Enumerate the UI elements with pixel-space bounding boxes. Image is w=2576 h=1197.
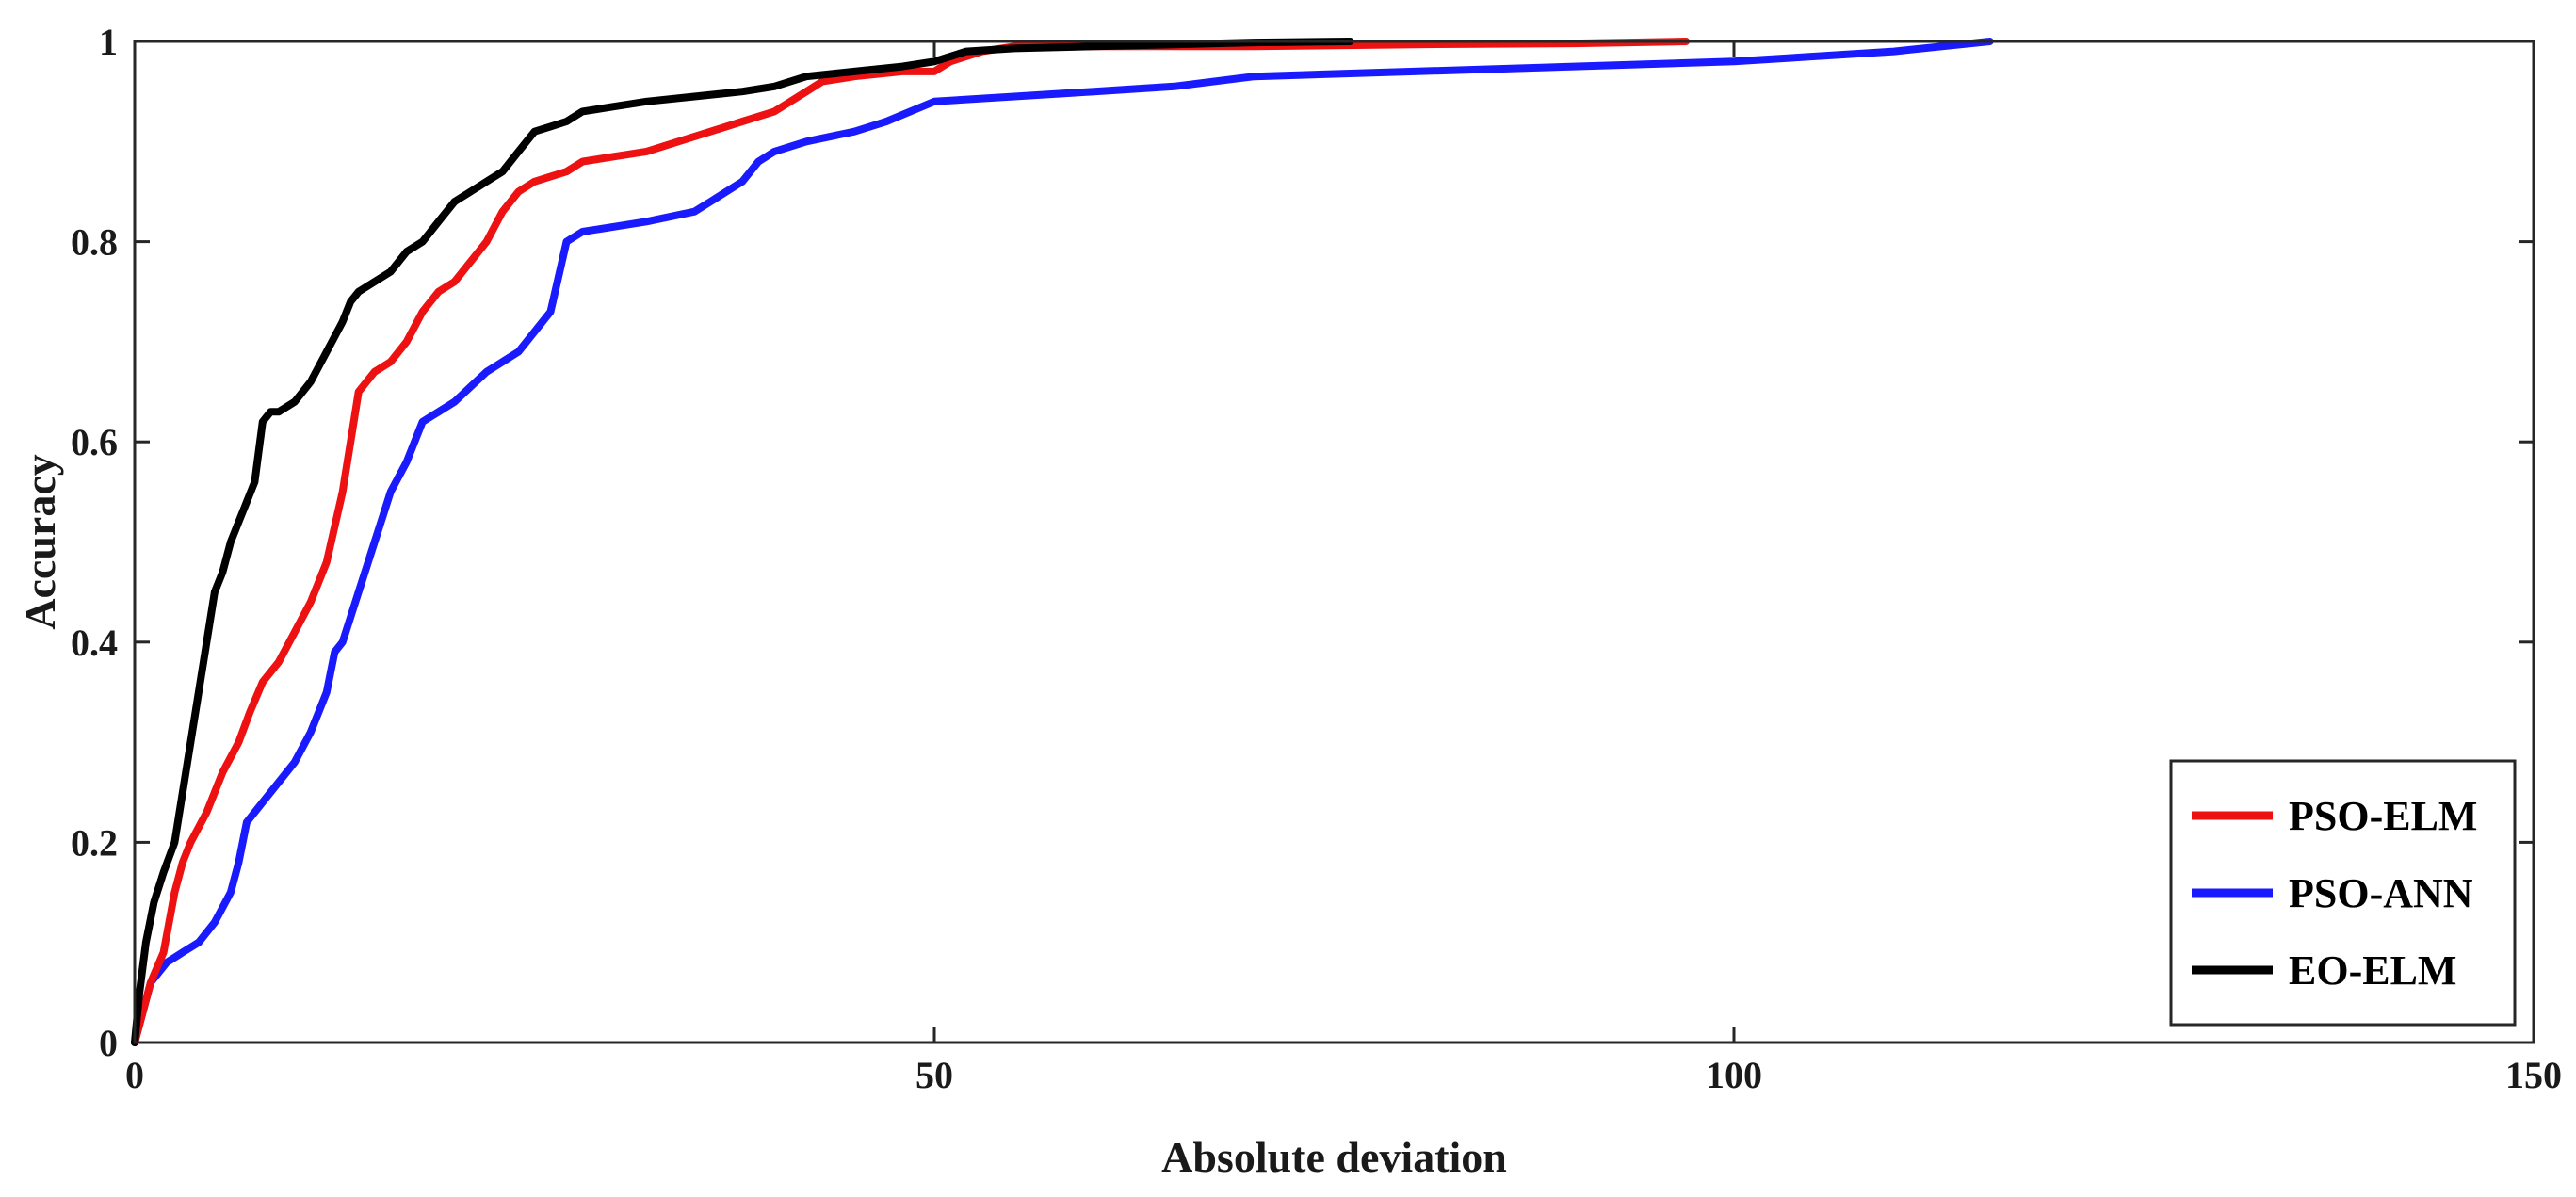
x-tick-label: 50 (915, 1054, 953, 1096)
series-line-pso-ann (131, 38, 1994, 1046)
legend-label: PSO-ANN (2289, 870, 2473, 916)
legend-label: PSO-ELM (2289, 793, 2477, 839)
series-layer (131, 38, 1994, 1046)
x-tick-label: 0 (125, 1054, 144, 1096)
y-tick-label: 0.8 (71, 221, 118, 264)
y-tick-label: 0.6 (71, 421, 118, 463)
legend: PSO-ELM PSO-ANN EO-ELM (2169, 759, 2517, 1027)
x-axis-label: Absolute deviation (1161, 1133, 1507, 1181)
y-tick-label: 0 (99, 1022, 118, 1064)
y-tick-label: 1 (99, 21, 118, 63)
x-tick-label: 100 (1706, 1054, 1762, 1096)
legend-label: EO-ELM (2289, 947, 2456, 994)
plot-frame (133, 40, 2535, 1044)
x-tick-label: 150 (2505, 1054, 2562, 1096)
y-tick-label: 0.4 (71, 622, 118, 664)
y-tick-label: 0.2 (71, 821, 118, 864)
series-line-eo-elm (131, 38, 1354, 1046)
y-axis-label: Accuracy (16, 454, 64, 629)
series-line-pso-elm (131, 38, 1691, 1046)
